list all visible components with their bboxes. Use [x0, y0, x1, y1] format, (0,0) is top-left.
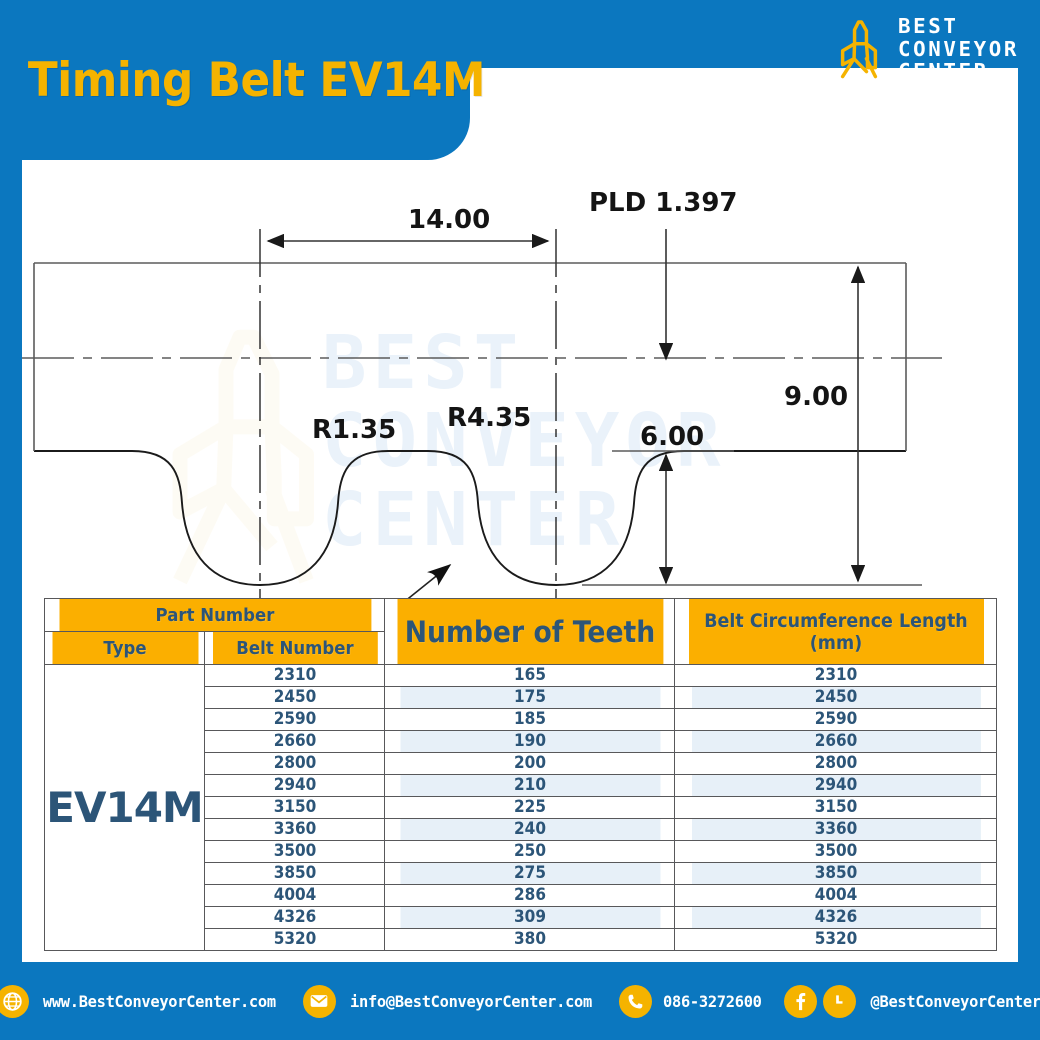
cell-belt-number: 2590: [213, 708, 376, 731]
mail-icon: [302, 984, 336, 1018]
cell-number-of-teeth: 200: [398, 752, 661, 775]
website-text: www.BestConveyorCenter.com: [43, 991, 276, 1011]
phone-icon: [618, 984, 652, 1018]
tooth-height-label: 6.00: [640, 422, 704, 452]
logo-line-best: BEST: [897, 14, 959, 38]
cell-number-of-teeth: 286: [398, 884, 661, 907]
page-title: Timing Belt EV14M: [27, 52, 486, 108]
cell-number-of-teeth: 380: [398, 928, 661, 951]
cell-circumference: 2450: [690, 686, 981, 709]
header-type: Type: [50, 631, 199, 665]
cell-number-of-teeth: 210: [398, 774, 661, 797]
cell-number-of-teeth: 250: [398, 840, 661, 863]
footer-email[interactable]: info@BestConveyorCenter.com: [302, 984, 597, 1018]
cell-circumference: 5320: [690, 928, 981, 951]
cell-number-of-teeth: 309: [398, 906, 661, 929]
table-header-row-2: Type Belt Number: [45, 631, 997, 665]
cell-number-of-teeth: 275: [398, 862, 661, 885]
logo-wordmark: BEST CONVEYOR CENTER: [898, 16, 1016, 82]
cell-belt-number: 2800: [213, 752, 376, 775]
cell-belt-number: 2450: [213, 686, 376, 709]
cell-belt-number: 3850: [213, 862, 376, 885]
content-panel: BEST CONVEYOR CENTER สินค้าโรงงาน แนะนำโ…: [22, 68, 1018, 963]
table-row: 4326 309 4326: [45, 906, 997, 929]
logo-line-center: CENTER: [897, 59, 989, 84]
cell-circumference: 2660: [690, 730, 981, 753]
cell-circumference: 3360: [690, 818, 981, 841]
cell-circumference: 4004: [690, 884, 981, 907]
cell-number-of-teeth: 175: [398, 686, 661, 709]
cell-belt-number: 3360: [213, 818, 376, 841]
cell-circumference: 3850: [690, 862, 981, 885]
globe-icon: [0, 984, 30, 1018]
cell-circumference: 2940: [690, 774, 981, 797]
table-row: 3500 250 3500: [45, 840, 997, 863]
radius-small-label: R1.35: [312, 415, 396, 445]
table-header-row-1: Part Number Number of Teeth Belt Circumf…: [45, 598, 997, 665]
cell-number-of-teeth: 225: [398, 796, 661, 819]
email-text: info@BestConveyorCenter.com: [349, 991, 592, 1011]
pitch-dimension-label: 14.00: [408, 205, 490, 235]
cell-circumference: 3150: [690, 796, 981, 819]
cell-number-of-teeth: 240: [398, 818, 661, 841]
header-number-of-teeth: Number of Teeth: [395, 598, 664, 665]
cell-belt-number: 4004: [213, 884, 376, 907]
table-body: EV14M 2310 165 2310 2450 175 2450 2590 185 2590 26…: [44, 664, 997, 951]
table-row: 2940 210 2940: [45, 774, 997, 797]
cell-circumference: 4326: [690, 906, 981, 929]
header-belt-circumference: Belt Circumference Length (mm): [686, 598, 985, 665]
cell-belt-number: 2940: [213, 774, 376, 797]
footer-phone[interactable]: 086-3272600: [618, 984, 764, 1018]
cell-circumference: 2800: [690, 752, 981, 775]
footer-website[interactable]: www.BestConveyorCenter.com: [0, 984, 281, 1018]
table-row: 2450 175 2450: [45, 686, 997, 709]
facebook-icon[interactable]: [783, 984, 817, 1018]
belt-thickness-label: 9.00: [784, 382, 848, 412]
radius-large-label: R4.35: [447, 403, 531, 433]
title-banner: Timing Belt EV14M: [0, 0, 485, 160]
cell-circumference: 2590: [690, 708, 981, 731]
footer-social: @BestConveyorCenter: [783, 984, 1040, 1018]
phone-text: 086-3272600: [662, 991, 762, 1011]
table-row: 2590 185 2590: [45, 708, 997, 731]
social-handle-text: @BestConveyorCenter: [870, 991, 1040, 1011]
cell-number-of-teeth: 190: [398, 730, 661, 753]
table-row: 2660 190 2660: [45, 730, 997, 753]
goat-logo-icon: [840, 20, 877, 79]
pld-label: PLD 1.397: [589, 188, 738, 218]
contact-footer: www.BestConveyorCenter.com info@BestConv…: [0, 962, 1040, 1040]
logo-line-conveyor: CONVEYOR: [897, 36, 1019, 61]
specification-table: Part Number Number of Teeth Belt Circumf…: [44, 598, 997, 951]
cell-number-of-teeth: 185: [398, 708, 661, 731]
cell-number-of-teeth: 165: [398, 664, 661, 687]
line-icon[interactable]: [822, 984, 856, 1018]
cell-type: EV14M: [44, 664, 205, 951]
header-part-number: Part Number: [57, 598, 372, 632]
cell-circumference: 3500: [690, 840, 981, 863]
cell-circumference: 2310: [690, 664, 981, 687]
table-row: 5320 380 5320: [45, 928, 997, 951]
cell-belt-number: 4326: [213, 906, 376, 929]
cell-belt-number: 2660: [213, 730, 376, 753]
cell-belt-number: 2310: [213, 664, 376, 687]
table-row: 3850 275 3850: [45, 862, 997, 885]
belt-profile-drawing: 14.00 PLD 1.397 6.00 9.00 R1.35 R4.35: [22, 188, 942, 623]
table-row: EV14M 2310 165 2310: [44, 664, 997, 951]
brand-logo: BEST CONVEYOR CENTER: [832, 16, 1016, 82]
table-row: 4004 286 4004: [45, 884, 997, 907]
cell-belt-number: 3150: [213, 796, 376, 819]
cell-belt-number: 5320: [213, 928, 376, 951]
header-belt-number: Belt Number: [211, 631, 378, 665]
cell-belt-number: 3500: [213, 840, 376, 863]
